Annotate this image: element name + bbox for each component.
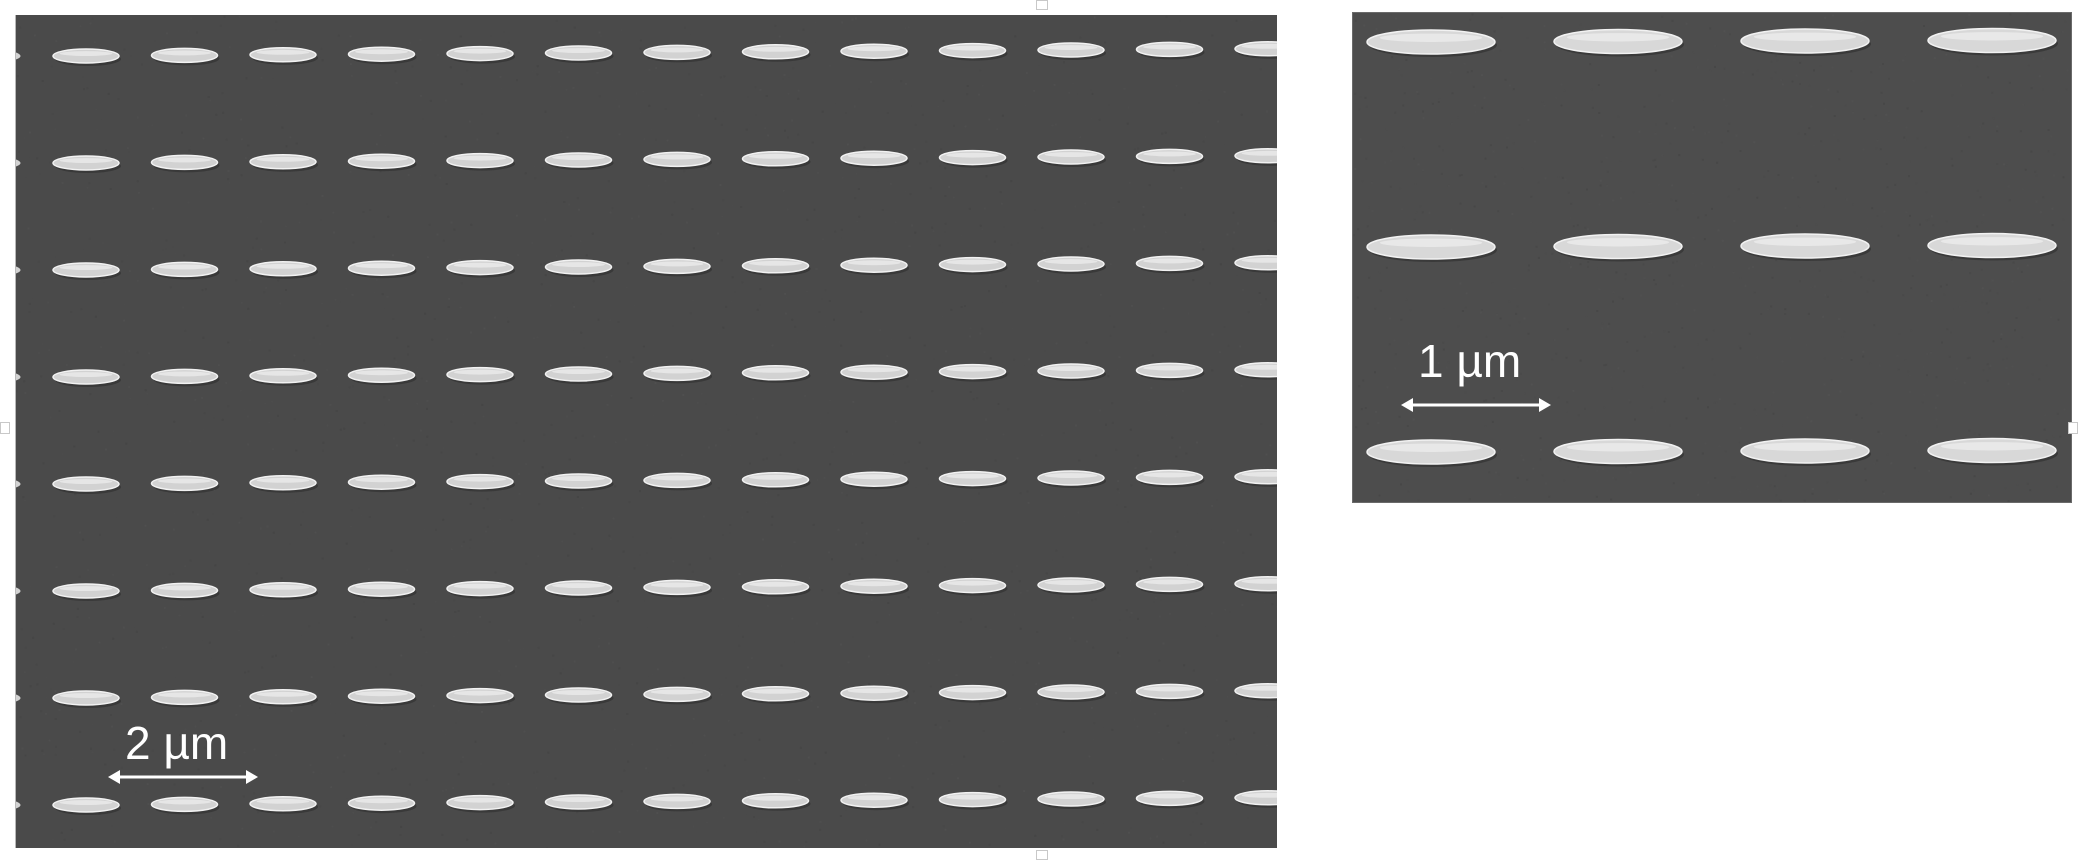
nanoparticle: [1553, 28, 1683, 55]
nanoparticle: [52, 48, 120, 64]
nanoparticle: [1234, 41, 1277, 57]
nanoparticle: [249, 582, 317, 598]
frame-handle-right: [2068, 422, 2078, 434]
nanoparticle: [150, 689, 219, 706]
nanoparticle: [1234, 683, 1277, 699]
nanoparticle: [1234, 148, 1277, 164]
nanoparticle: [1135, 41, 1204, 58]
nanoparticle: [741, 44, 810, 60]
nanoparticle: [1366, 29, 1496, 55]
nanoparticle: [1234, 362, 1277, 378]
frame-handle-bottom: [1036, 850, 1048, 860]
nanoparticle: [741, 793, 810, 809]
nanoparticle: [52, 797, 120, 813]
nanoparticle: [643, 686, 711, 703]
scale-bar-arrow-right: [1401, 398, 1551, 412]
nanoparticle: [1740, 28, 1870, 54]
nanoparticle-array-right: [1353, 13, 2071, 502]
nanoparticle: [1234, 790, 1277, 806]
nanoparticle: [544, 580, 613, 596]
nanoparticle: [52, 583, 120, 599]
nanoparticle: [249, 689, 317, 705]
nanoparticle: [1234, 576, 1277, 592]
nanoparticle: [249, 796, 317, 812]
nanoparticle: [347, 795, 416, 811]
scale-bar-label-right: 1 µm: [1418, 335, 1522, 387]
nanoparticle: [1927, 27, 2057, 54]
nanoparticle: [840, 578, 908, 594]
scale-bar-arrow-left: [108, 770, 258, 784]
nanoparticle: [643, 793, 711, 810]
nanoparticle: [150, 47, 219, 64]
nanoparticle: [1234, 469, 1277, 485]
frame-handle-top: [1036, 0, 1048, 10]
nanoparticle: [1135, 683, 1204, 700]
nanoparticle: [52, 690, 120, 706]
scale-bar-label-left: 2 µm: [125, 717, 229, 769]
sem-image-left-panel: 2 µm: [15, 15, 1277, 848]
nanoparticle: [347, 46, 416, 62]
nanoparticle: [741, 686, 810, 702]
frame-handle-left: [0, 422, 10, 434]
nanoparticle: [1135, 576, 1204, 593]
nanoparticle: [1135, 790, 1204, 807]
nanoparticle: [347, 581, 416, 597]
nanoparticle: [1037, 577, 1105, 593]
nanoparticle: [840, 685, 908, 701]
nanoparticle: [840, 43, 908, 59]
nanoparticle: [544, 794, 613, 810]
nanoparticle: [150, 796, 219, 813]
nanoparticle: [1037, 791, 1105, 807]
nanoparticle: [544, 45, 613, 61]
nanoparticle: [1037, 684, 1105, 700]
nanoparticle: [249, 47, 317, 63]
nanoparticle: [1234, 255, 1277, 271]
nanoparticle: [544, 687, 613, 703]
nanoparticle: [741, 579, 810, 595]
nanoparticle: [643, 44, 711, 61]
nanoparticle: [347, 688, 416, 704]
nanoparticle: [1037, 42, 1105, 58]
sem-image-right-panel: 1 µm: [1352, 12, 2072, 503]
nanoparticle: [643, 579, 711, 596]
nanoparticle: [840, 792, 908, 808]
nanoparticle-array-left: [16, 15, 1277, 848]
nanoparticle: [150, 582, 219, 599]
